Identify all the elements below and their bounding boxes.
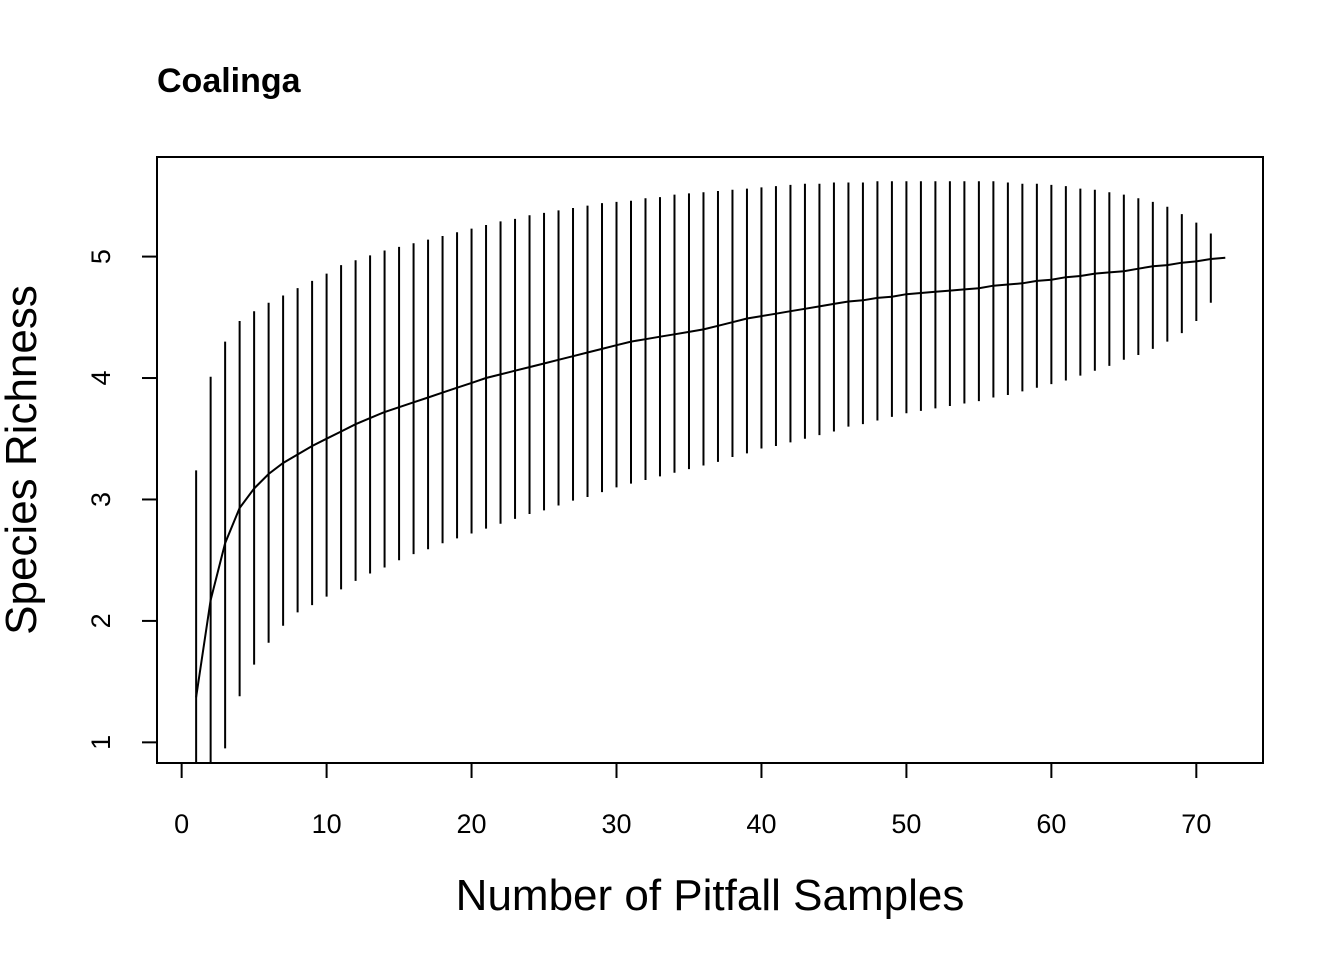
series-line — [195, 256, 1226, 698]
y-tick-label: 2 — [86, 613, 116, 628]
error-bars — [195, 181, 1212, 763]
x-tick-label: 40 — [746, 809, 776, 839]
plot-frame — [156, 156, 1264, 764]
y-tick-label: 5 — [86, 249, 116, 264]
x-axis-title: Number of Pitfall Samples — [456, 871, 965, 920]
series-group — [195, 256, 1226, 698]
y-tick-label: 4 — [86, 371, 116, 386]
y-tick-label: 1 — [86, 735, 116, 750]
x-tick-label: 30 — [601, 809, 631, 839]
chart-title: Coalinga — [157, 62, 302, 100]
x-axis: 0 10 20 30 40 50 60 70 — [174, 762, 1211, 839]
x-tick-label: 10 — [312, 809, 342, 839]
x-tick-label: 60 — [1036, 809, 1066, 839]
x-tick-label: 70 — [1181, 809, 1211, 839]
y-axis: 1 2 3 4 5 — [86, 249, 158, 750]
y-axis-title: Species Richness — [0, 285, 46, 635]
x-tick-label: 50 — [891, 809, 921, 839]
x-tick-label: 0 — [174, 809, 189, 839]
y-tick-label: 3 — [86, 492, 116, 507]
x-tick-label: 20 — [457, 809, 487, 839]
